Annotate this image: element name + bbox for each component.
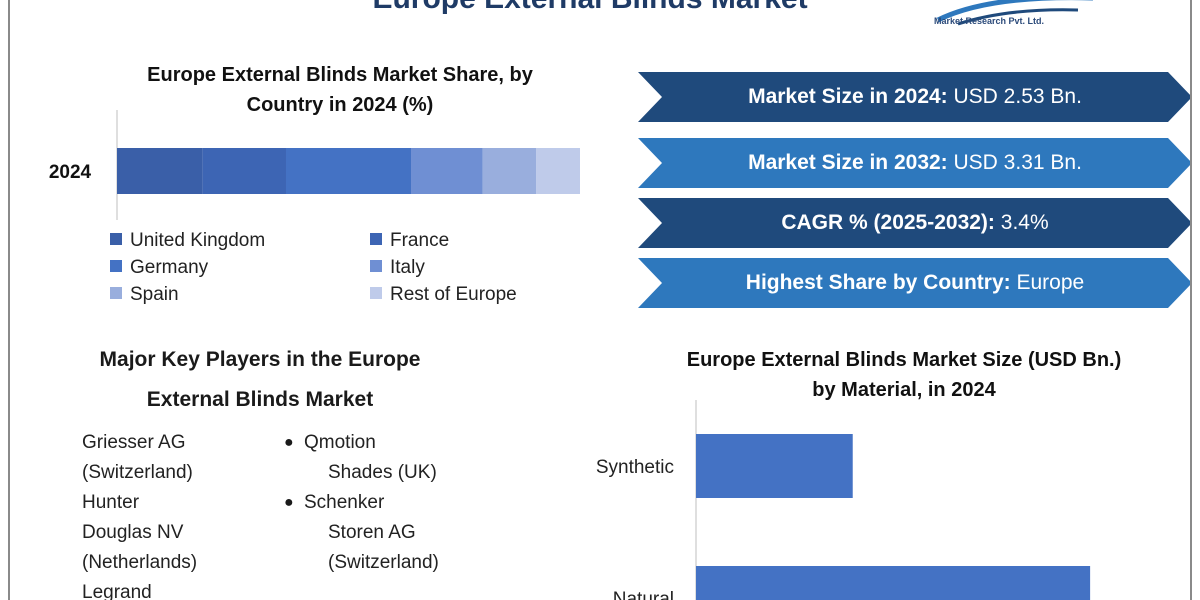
players-title: Major Key Players in the Europe External… [50,340,470,420]
players-title-line2: External Blinds Market [146,388,374,411]
player-line: Schenker [304,492,385,513]
legend-label: Rest of Europe [390,284,517,305]
legend-swatch [370,260,382,272]
banner-label: CAGR % (2025-2032): [781,211,995,234]
banner-label: Market Size in 2024: [748,85,948,108]
stat-banner: Market Size in 2024: USD 2.53 Bn. [638,72,1190,122]
legend-item: Italy [370,257,425,279]
legend-label: Italy [390,257,425,278]
banner-text: Market Size in 2032: USD 3.31 Bn. [638,138,1190,188]
banner-text: Highest Share by Country: Europe [638,258,1190,308]
banner-value: Europe [1010,271,1085,294]
players-title-line1: Major Key Players in the Europe [99,348,421,371]
banner-shape [638,258,1190,308]
banner-text: CAGR % (2025-2032): 3.4% [638,198,1190,248]
material-bar-1 [696,566,1091,600]
share-bar-segment-0 [117,148,203,194]
legend-item: Spain [110,284,179,306]
banner-shape [638,138,1190,188]
player-line: Qmotion [304,432,376,453]
banner-shape [638,198,1190,248]
material-category-label: Natural [613,589,674,600]
material-chart-title-line1: Europe External Blinds Market Size (USD … [686,349,1122,371]
legend-swatch [110,260,122,272]
player-line: (Switzerland) [82,462,193,483]
share-chart-title-line2: Country in 2024 (%) [246,94,434,116]
legend-item: Rest of Europe [370,284,517,306]
stat-banner: Highest Share by Country: Europe [638,258,1190,308]
material-bar-chart: Synthetic Natural [596,400,1091,600]
share-chart-category-label: 2024 [49,162,92,183]
legend-label: Spain [130,284,179,305]
legend-swatch [370,233,382,245]
stat-banner: CAGR % (2025-2032): 3.4% [638,198,1190,248]
page-title: Europe External Blinds Market [310,0,870,16]
material-bar-0 [696,434,853,498]
legend-swatch [110,287,122,299]
banner-value: USD 2.53 Bn. [947,85,1082,108]
player-line: (Switzerland) [328,552,439,573]
banner-shape [638,72,1190,122]
share-stacked-bar-chart: 2024 [49,110,580,220]
company-logo [936,0,1093,26]
bullet-icon: ● [284,494,294,511]
banner-value: USD 3.31 Bn. [947,151,1082,174]
share-bar-segment-5 [536,148,580,194]
legend-swatch [110,233,122,245]
material-chart-title-line2: by Material, in 2024 [812,379,996,401]
logo-subtitle: Market Research Pvt. Ltd. [934,16,1045,26]
share-bar-segment-3 [411,148,483,194]
player-line: (Netherlands) [82,552,198,573]
share-chart-title: Europe External Blinds Market Share, by … [70,60,610,120]
legend-label: United Kingdom [130,230,266,251]
legend-item: Germany [110,257,208,279]
player-line: Douglas NV [82,522,184,543]
banner-value: 3.4% [994,211,1049,234]
material-category-label: Synthetic [596,457,674,478]
infographic-frame: Europe External Blinds Market Market Res… [8,0,1192,600]
player-line: Griesser AG [82,432,186,453]
legend-label: France [390,230,450,251]
share-chart-title-line1: Europe External Blinds Market Share, by [147,64,533,86]
banner-text: Market Size in 2024: USD 2.53 Bn. [638,72,1190,122]
banner-label: Market Size in 2032: [748,151,948,174]
player-line: Storen AG [328,522,416,543]
share-bar-segment-4 [482,148,537,194]
share-bar-segment-1 [202,148,286,194]
bullet-icon: ● [284,434,294,451]
player-line: Legrand [82,582,152,600]
legend-item: United Kingdom [110,230,265,252]
legend-label: Germany [130,257,209,278]
banner-label: Highest Share by Country: [745,271,1011,294]
stat-banner: Market Size in 2032: USD 3.31 Bn. [638,138,1190,188]
share-bar-segment-2 [285,148,412,194]
material-chart-title: Europe External Blinds Market Size (USD … [630,345,1178,405]
player-line: Hunter [82,492,140,513]
legend-swatch [370,287,382,299]
player-line: Shades (UK) [328,462,437,483]
legend-item: France [370,230,449,252]
